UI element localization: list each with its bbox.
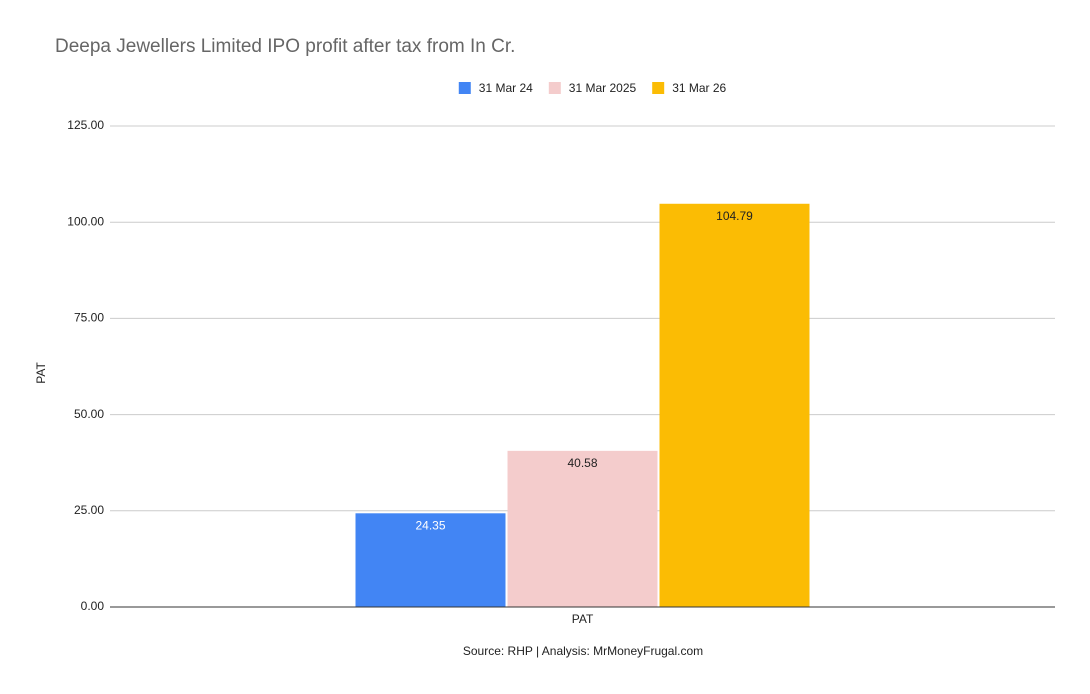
legend-swatch: [548, 82, 561, 94]
data-label: 104.79: [716, 209, 753, 223]
source-note: Source: RHP | Analysis: MrMoneyFrugal.co…: [463, 644, 703, 658]
legend-label: 31 Mar 26: [672, 81, 726, 95]
chart-title: Deepa Jewellers Limited IPO profit after…: [55, 36, 515, 57]
legend-swatch: [652, 82, 665, 94]
y-tick-label: 25.00: [74, 503, 104, 517]
y-tick-label: 125.00: [67, 118, 104, 132]
y-tick-label: 50.00: [74, 407, 104, 421]
legend-label: 31 Mar 2025: [569, 81, 637, 95]
x-tick-label: PAT: [572, 612, 594, 626]
bar: [355, 513, 506, 607]
y-tick-label: 100.00: [67, 214, 104, 228]
legend-label: 31 Mar 24: [479, 81, 533, 95]
bar: [659, 203, 810, 608]
legend-swatch: [458, 82, 471, 94]
data-label: 40.58: [567, 456, 597, 470]
y-tick-label: 75.00: [74, 311, 104, 325]
y-tick-label: 0.00: [81, 599, 105, 613]
bar: [507, 450, 658, 607]
data-label: 24.35: [415, 518, 445, 532]
y-axis-title: PAT: [34, 362, 48, 384]
